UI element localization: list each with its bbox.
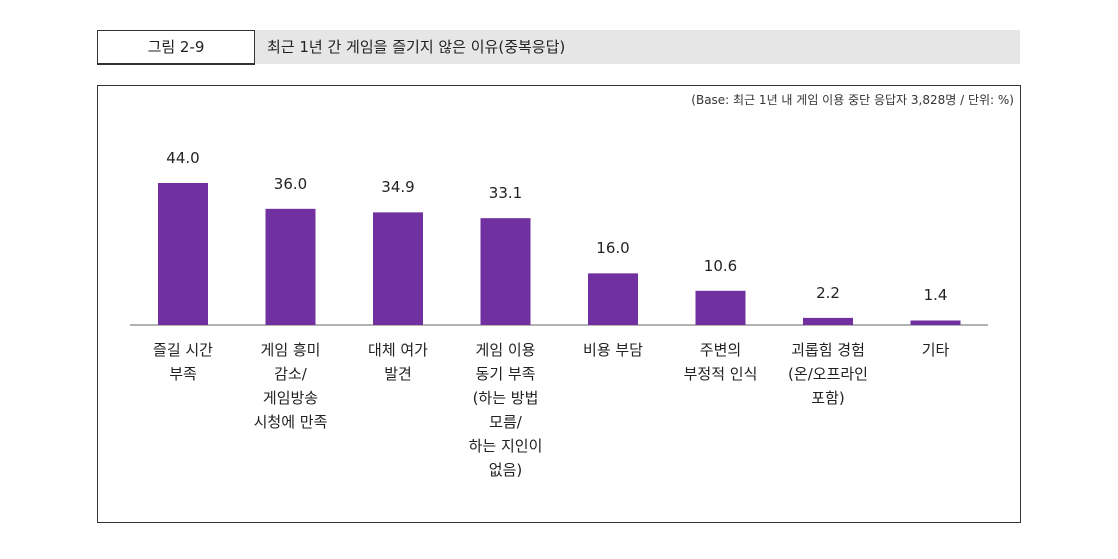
x-tick-label: 게임 흥미 감소/ 게임방송 시청에 만족 xyxy=(253,341,328,431)
value-label: 36.0 xyxy=(273,174,308,193)
value-label: 44.0 xyxy=(166,149,200,167)
x-tick-label: 주변의 부정적 인식 xyxy=(683,341,758,383)
x-tick-label: 괴롭힘 경험 (온/오프라인 포함) xyxy=(788,341,868,407)
x-tick-label: 즐길 시간 부족 xyxy=(153,341,213,383)
x-tick-label: 비용 부담 xyxy=(583,341,643,359)
bar xyxy=(695,290,746,325)
x-tick-label: 기타 xyxy=(921,341,950,359)
x-tick-label: 게임 이용 동기 부족 (하는 방법 모름/ 하는 지인이 없음) xyxy=(468,341,543,479)
value-label: 16.0 xyxy=(596,239,630,258)
bar xyxy=(803,317,853,325)
value-label: 10.6 xyxy=(703,256,738,275)
chart-frame xyxy=(97,85,1021,523)
figure-label: 그림 2-9 xyxy=(97,30,255,65)
bar xyxy=(265,208,316,325)
value-label: 33.1 xyxy=(488,184,523,203)
bar xyxy=(373,212,423,325)
x-tick-label: 대체 여가 발견 xyxy=(368,341,428,383)
bar xyxy=(158,183,208,325)
bar xyxy=(910,320,961,325)
chart-title: 최근 1년 간 게임을 즐기지 않은 이유(중복응답) xyxy=(255,30,1020,64)
chart-note: (Base: 최근 1년 내 게임 이용 중단 응답자 3,828명 / 단위:… xyxy=(691,93,1014,107)
value-label: 34.9 xyxy=(381,178,415,197)
value-label: 2.2 xyxy=(816,283,840,302)
bar xyxy=(480,218,531,325)
value-label: 1.4 xyxy=(923,286,948,305)
bar xyxy=(588,273,638,325)
